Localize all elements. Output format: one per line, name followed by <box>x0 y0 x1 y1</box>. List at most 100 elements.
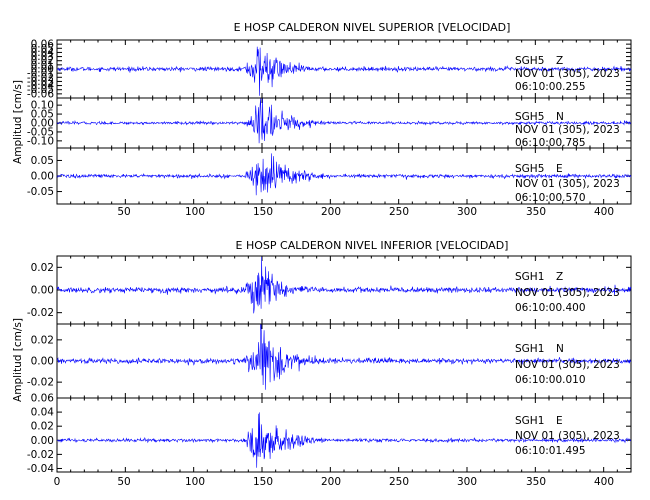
trace-station-label: SGH5 <box>515 55 544 67</box>
x-tick-label: 250 <box>389 206 409 218</box>
x-tick-label: 100 <box>185 476 205 488</box>
trace-time-label: 06:10:00.255 <box>515 81 586 93</box>
chart-title: E HOSP CALDERON NIVEL SUPERIOR [VELOCIDA… <box>234 21 511 34</box>
trace-time-label: 06:10:00.400 <box>515 302 586 314</box>
trace-date-label: NOV 01 (305), 2023 <box>515 178 620 190</box>
y-tick-label: -0.05 <box>27 84 54 96</box>
seismic-trace-line <box>56 256 632 314</box>
x-tick-label: 300 <box>457 206 477 218</box>
x-tick-label: 350 <box>526 476 546 488</box>
x-tick-label: 100 <box>185 206 205 218</box>
y-tick-label: 0.01 <box>31 59 54 71</box>
trace-time-label: 06:10:00.010 <box>515 374 586 386</box>
y-tick-label: -0.02 <box>27 449 54 461</box>
x-ticks <box>70 398 632 472</box>
seismic-trace-line <box>56 46 632 96</box>
trace-panel-sgh5-n: 0.100.050.00-0.05-0.10 SGH5 N NOV 01 (30… <box>27 97 632 149</box>
x-tick-label: 50 <box>117 206 130 218</box>
y-tick-label: -0.03 <box>27 76 54 88</box>
trace-component-label: E <box>556 415 563 427</box>
trace-panel-sgh1-z: 0.020.00-0.02 SGH1 Z NOV 01 (305), 2023 … <box>27 255 632 325</box>
y-axis-label: Amplitud [cm/s] <box>12 318 24 402</box>
y-tick-label: -0.06 <box>27 88 54 100</box>
x-axis-tick-labels: 0 50 100 150 200 250 300 350 400 <box>54 476 614 488</box>
chart-title: E HOSP CALDERON NIVEL INFERIOR [VELOCIDA… <box>236 239 509 252</box>
y-axis-label: Amplitud [cm/s] <box>12 80 24 164</box>
y-tick-label: -0.02 <box>27 377 54 389</box>
y-tick-label: 0.03 <box>31 51 54 63</box>
seismic-trace-line <box>56 412 632 468</box>
x-tick-label: 0 <box>54 476 61 488</box>
y-tick-label: 0.00 <box>31 64 54 76</box>
y-tick-label: -0.10 <box>27 135 54 147</box>
y-tick-label: 0.00 <box>31 171 54 183</box>
y-axis: 0.02 0.00 -0.02 <box>27 262 631 319</box>
y-tick-label: 0.02 <box>31 262 54 274</box>
x-ticks <box>70 148 632 204</box>
x-tick-label: 200 <box>321 206 341 218</box>
chart-group-nivel-inferior: E HOSP CALDERON NIVEL INFERIOR [VELOCIDA… <box>12 239 632 488</box>
trace-panel-sgh1-e: 0.06 0.04 0.02 0.00 -0.02 -0.04 SGH1 E NOV 01… <box>27 393 632 475</box>
y-tick-label: 0.00 <box>31 118 54 130</box>
x-tick-label: 400 <box>594 476 614 488</box>
trace-station-label: SGH5 <box>515 111 544 123</box>
x-tick-label: 350 <box>526 206 546 218</box>
y-tick-label: 0.04 <box>31 47 55 59</box>
trace-date-label: NOV 01 (305), 2023 <box>515 430 620 442</box>
y-axis: 0.100.050.00-0.05-0.10 <box>27 100 631 147</box>
trace-date-label: NOV 01 (305), 2023 <box>515 359 620 371</box>
x-tick-label: 400 <box>594 206 614 218</box>
seismic-trace-line <box>56 98 632 144</box>
y-tick-label: 0.06 <box>31 393 55 405</box>
x-tick-label: 300 <box>457 476 477 488</box>
seismic-trace-line <box>56 153 632 196</box>
trace-station-label: SGH5 <box>515 163 544 175</box>
x-tick-label: 150 <box>253 206 273 218</box>
trace-station-label: SGH1 <box>515 415 544 427</box>
trace-component-label: N <box>556 111 564 123</box>
x-axis-tick-labels: 50 100 150 200 250 300 350 400 <box>117 206 614 218</box>
trace-component-label: N <box>556 343 564 355</box>
x-tick-label: 150 <box>253 476 273 488</box>
y-tick-label: -0.02 <box>27 307 54 319</box>
chart-group-nivel-superior: E HOSP CALDERON NIVEL SUPERIOR [VELOCIDA… <box>12 21 632 218</box>
y-tick-label: 0.05 <box>31 109 54 121</box>
y-tick-label: -0.02 <box>27 72 54 84</box>
y-tick-label: -0.04 <box>27 80 54 92</box>
y-tick-label: 0.06 <box>31 39 55 51</box>
trace-time-label: 06:10:00.785 <box>515 137 586 149</box>
y-axis: 0.05 0.00 -0.05 <box>27 155 631 198</box>
trace-panel-sgh5-z: 0.060.050.040.030.020.010.00-0.01-0.02-0… <box>27 39 632 100</box>
x-tick-label: 250 <box>389 476 409 488</box>
trace-date-label: NOV 01 (305), 2023 <box>515 124 620 136</box>
y-tick-label: 0.10 <box>31 100 54 112</box>
trace-component-label: Z <box>556 55 563 67</box>
trace-component-label: E <box>556 163 563 175</box>
seismic-trace-line <box>56 324 632 390</box>
x-tick-label: 50 <box>117 476 130 488</box>
y-tick-label: 0.00 <box>31 285 54 297</box>
y-tick-label: -0.01 <box>27 68 54 80</box>
y-tick-label: 0.02 <box>31 334 54 346</box>
trace-station-label: SGH1 <box>515 343 544 355</box>
trace-station-label: SGH1 <box>515 271 544 283</box>
y-tick-label: 0.02 <box>31 421 54 433</box>
y-tick-label: 0.05 <box>31 155 54 167</box>
y-tick-label: 0.02 <box>31 55 54 67</box>
y-tick-label: -0.05 <box>27 186 54 198</box>
y-axis: 0.060.050.040.030.020.010.00-0.01-0.02-0… <box>27 39 631 100</box>
y-tick-label: 0.00 <box>31 435 54 447</box>
trace-time-label: 06:10:00.570 <box>515 192 586 204</box>
y-tick-label: -0.05 <box>27 126 54 138</box>
x-tick-label: 200 <box>321 476 341 488</box>
trace-date-label: NOV 01 (305), 2023 <box>515 68 620 80</box>
y-tick-label: 0.00 <box>31 356 54 368</box>
trace-time-label: 06:10:01.495 <box>515 445 586 457</box>
y-axis: 0.06 0.04 0.02 0.00 -0.02 -0.04 <box>27 393 631 475</box>
trace-panel-sgh5-e: 0.050.00-0.05 SGH5 E NOV 01 (305), 2023 … <box>27 147 632 205</box>
trace-panel-sgh1-n: 0.020.00-0.02 SGH1 N NOV 01 (305), 2023 … <box>27 323 632 399</box>
y-tick-label: 0.05 <box>31 43 54 55</box>
y-tick-label: 0.04 <box>31 407 55 419</box>
y-tick-label: -0.04 <box>27 463 54 475</box>
